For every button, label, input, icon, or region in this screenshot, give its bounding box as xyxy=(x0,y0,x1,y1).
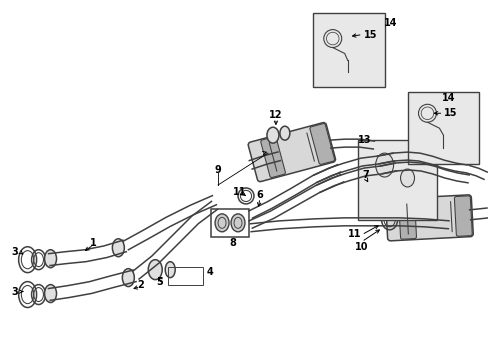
Text: 10: 10 xyxy=(354,242,367,252)
Text: 13: 13 xyxy=(357,135,371,145)
Ellipse shape xyxy=(400,169,414,187)
Ellipse shape xyxy=(266,127,278,143)
Ellipse shape xyxy=(165,262,175,278)
Text: 12: 12 xyxy=(268,110,282,120)
Text: 1: 1 xyxy=(90,238,97,248)
Text: 7: 7 xyxy=(362,170,368,180)
Ellipse shape xyxy=(375,153,393,177)
Ellipse shape xyxy=(215,214,228,232)
Ellipse shape xyxy=(122,269,134,287)
Ellipse shape xyxy=(112,239,124,257)
Ellipse shape xyxy=(279,126,289,140)
Text: 2: 2 xyxy=(137,280,143,289)
Text: 3: 3 xyxy=(11,247,18,257)
Ellipse shape xyxy=(230,214,244,232)
Text: 14: 14 xyxy=(441,93,454,103)
Text: 11: 11 xyxy=(233,187,246,197)
FancyBboxPatch shape xyxy=(398,199,416,239)
Text: 6: 6 xyxy=(256,190,263,200)
Text: 15: 15 xyxy=(444,108,457,118)
Bar xyxy=(168,267,203,285)
Text: 11: 11 xyxy=(347,229,361,239)
FancyBboxPatch shape xyxy=(309,123,334,165)
Text: 8: 8 xyxy=(229,238,236,248)
Text: 14: 14 xyxy=(383,18,397,28)
Bar xyxy=(357,140,437,220)
Ellipse shape xyxy=(44,285,57,302)
Text: 15: 15 xyxy=(363,30,376,40)
Text: 3: 3 xyxy=(11,287,18,297)
Ellipse shape xyxy=(44,250,57,268)
Text: 4: 4 xyxy=(207,267,213,276)
Ellipse shape xyxy=(148,260,162,280)
Bar xyxy=(407,92,478,164)
Bar xyxy=(211,209,248,237)
FancyBboxPatch shape xyxy=(385,195,472,241)
Text: 5: 5 xyxy=(156,276,163,287)
FancyBboxPatch shape xyxy=(260,137,285,177)
FancyBboxPatch shape xyxy=(248,122,335,182)
FancyBboxPatch shape xyxy=(453,196,471,236)
Bar xyxy=(312,13,384,87)
Text: 9: 9 xyxy=(214,165,221,175)
